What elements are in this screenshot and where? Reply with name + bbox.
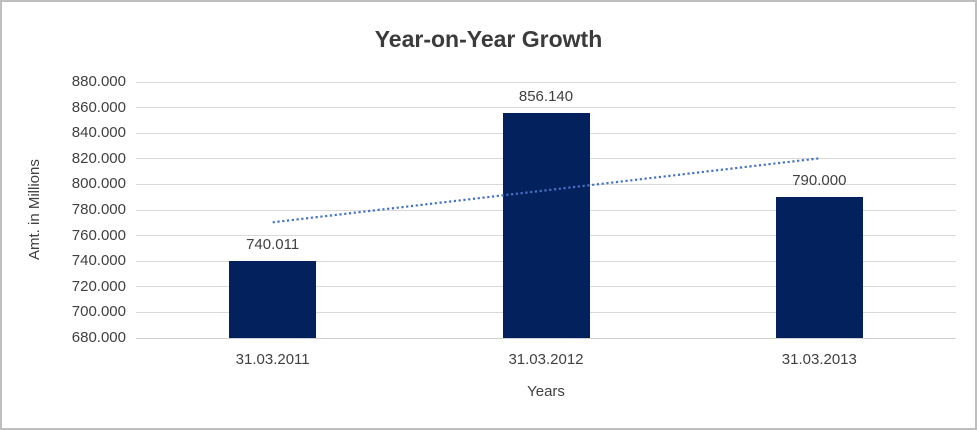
x-axis-category-label: 31.03.2011 [235, 351, 310, 368]
y-axis-tick-label: 880.000 [71, 73, 126, 90]
y-axis-tick-label: 680.000 [71, 329, 126, 346]
x-axis-category-label: 31.03.2012 [508, 351, 584, 368]
y-axis-tick-label: 800.000 [71, 175, 126, 193]
y-axis-tick-label: 720.000 [71, 277, 126, 295]
x-axis-title: Years [527, 383, 565, 400]
bar-data-label: 790.000 [792, 172, 847, 190]
bar-data-label: 856.140 [518, 87, 574, 105]
y-axis-tick-label: 820.000 [71, 149, 126, 167]
bar-31.03.2012 [502, 112, 590, 338]
y-axis-tick-label: 860.000 [71, 98, 126, 116]
bar-31.03.2011 [229, 261, 317, 338]
chart-title: Year-on-Year Growth [374, 26, 603, 52]
x-axis-line [136, 337, 956, 339]
y-axis-tick-label: 780.000 [71, 201, 126, 218]
gridline [136, 107, 956, 109]
y-axis-title: Amt. in Millions [26, 159, 43, 261]
x-axis-category-label: 31.03.2013 [781, 351, 857, 368]
y-axis-tick-label: 740.000 [71, 252, 126, 270]
bar-data-label: 740.011 [246, 236, 300, 254]
y-axis-tick-label: 840.000 [71, 124, 126, 142]
gridline [136, 81, 956, 83]
y-axis-tick-label: 760.000 [71, 226, 126, 244]
bar-31.03.2013 [775, 197, 863, 338]
y-axis-tick-label: 700.000 [71, 303, 126, 321]
